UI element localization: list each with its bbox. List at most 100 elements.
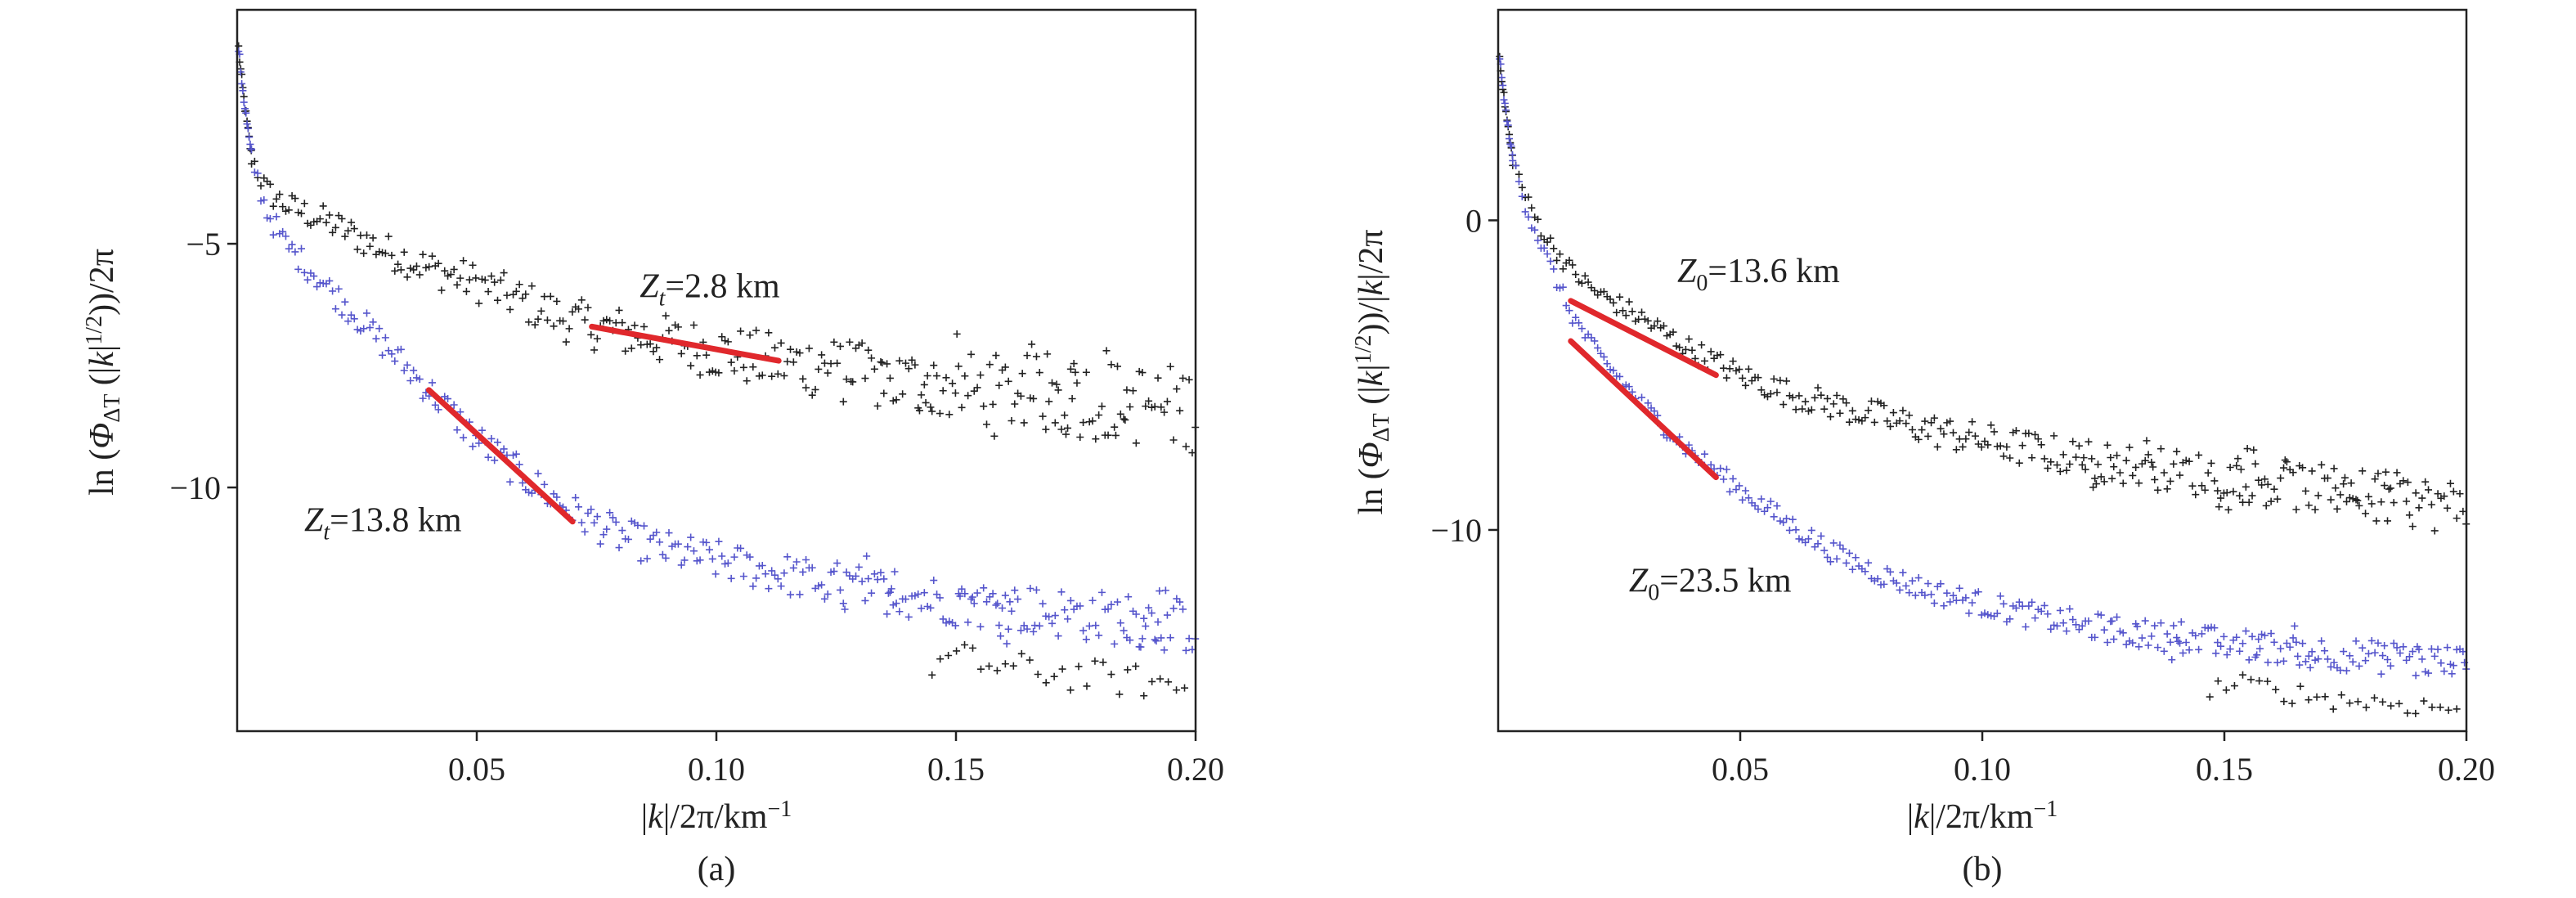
point [391,357,399,366]
point [279,203,287,211]
panel-a-ticks [227,242,1197,741]
point [1061,606,1069,614]
point [2362,657,2370,665]
point [2415,645,2423,653]
point [849,378,857,386]
point [608,514,617,522]
point [1594,343,1602,352]
point [868,354,876,362]
point [541,480,549,488]
point [1842,559,1851,567]
point [1584,278,1592,286]
point [2362,510,2370,518]
point [1048,379,1056,387]
point [460,257,468,265]
point [2242,483,2250,491]
point [1132,662,1140,671]
point [2405,511,2413,519]
point [796,590,804,599]
point [577,519,586,527]
point [1543,238,1551,246]
point [1732,366,1740,375]
point [491,278,499,286]
point [1070,360,1078,368]
point [752,574,761,582]
point [2304,501,2313,510]
x-tick-label: 0.10 [1954,751,2011,788]
point [2250,446,2258,454]
point [2403,497,2411,505]
point [2349,658,2357,666]
point [2264,480,2272,488]
point [687,533,695,541]
point [1754,505,1762,514]
point [503,291,511,299]
point [2318,637,2326,645]
point [1946,598,1954,606]
point [864,575,873,583]
point [824,590,832,598]
x-tick-label: 0.20 [2438,751,2495,788]
point [1543,249,1551,258]
point [2166,477,2174,485]
point [1685,441,1693,449]
point [2412,671,2420,680]
point [1546,257,1555,265]
point [646,340,654,348]
point [1638,308,1646,317]
point [1500,88,1508,97]
point [438,286,446,294]
point [1826,558,1834,566]
point [1113,598,1121,606]
point [2012,427,2020,435]
point [1107,671,1115,679]
point [1851,554,1860,562]
point [1132,439,1140,447]
point [1811,393,1819,402]
point [839,599,847,608]
point [1663,332,1671,340]
point [453,426,461,434]
point [1751,501,1759,510]
point [1016,626,1025,635]
point [1616,372,1624,380]
point [618,527,626,535]
point [2280,698,2288,706]
point [2374,469,2382,478]
point [2143,437,2151,445]
y-tick-label: −5 [186,226,221,263]
point [2277,474,2285,483]
point [1504,121,1512,129]
point [1562,302,1570,310]
point [1537,232,1545,240]
point [693,557,701,565]
point [2421,667,2430,676]
point [656,356,664,364]
panel-b-xlabel: |k|/2π/km−1 [1907,797,2058,836]
point [1095,411,1103,419]
point [796,349,804,357]
point [1792,406,1800,414]
point [674,540,682,548]
point [936,410,944,418]
point [2163,485,2171,493]
point [2089,483,2098,492]
point [2059,451,2067,459]
point [755,372,763,380]
point [677,561,685,569]
point [976,622,985,631]
point [737,327,745,335]
point [1802,397,1810,406]
point [2345,652,2354,660]
point [1795,392,1803,400]
point [973,589,981,597]
point [456,274,464,282]
point [2408,523,2417,531]
point [1858,417,1866,425]
point [945,651,953,659]
point [1051,612,1059,620]
point [930,361,938,370]
point [1902,581,1910,590]
point [1045,613,1053,621]
point [883,610,891,618]
